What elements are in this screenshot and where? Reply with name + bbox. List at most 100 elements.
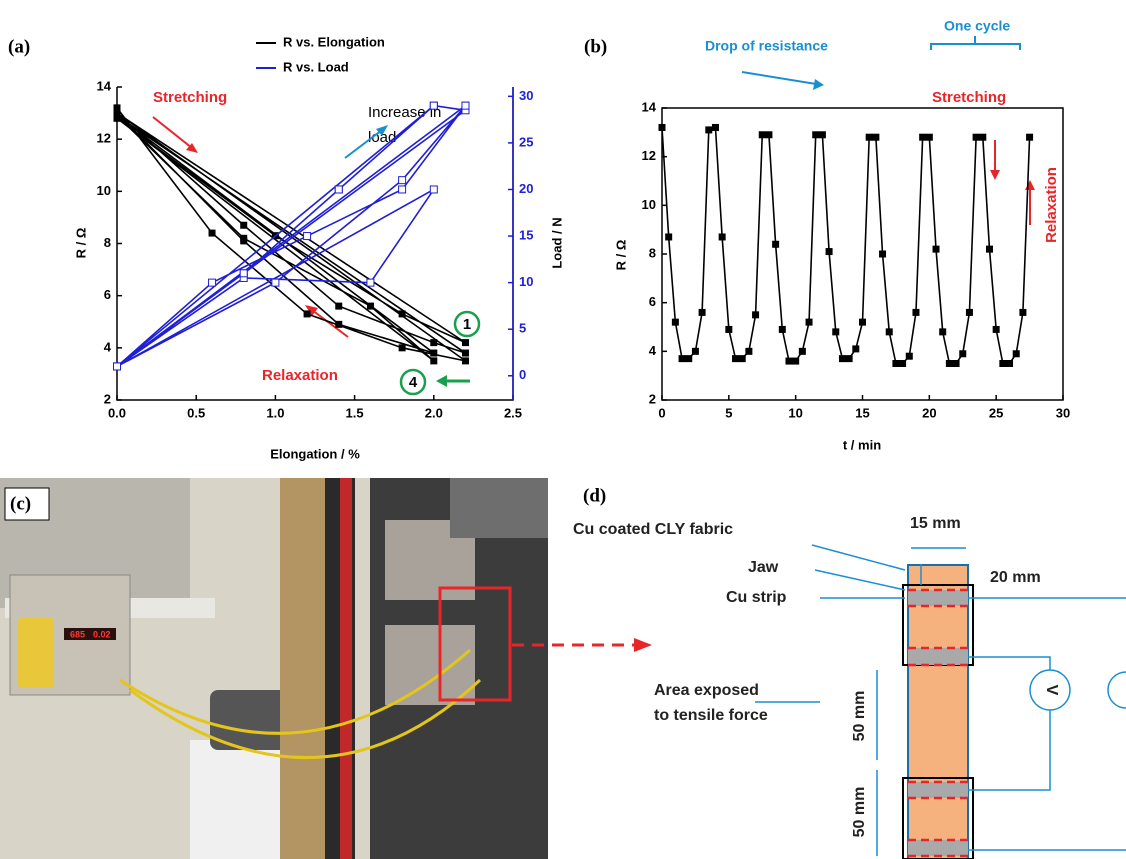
diagram-label: Area exposed	[654, 682, 759, 699]
y-tick-label: 4	[649, 343, 657, 358]
panel-label: (c)	[10, 493, 31, 514]
x-axis-label: Elongation / %	[270, 446, 360, 461]
y-tick-label: 8	[649, 245, 656, 260]
x-tick-label: 20	[922, 405, 936, 420]
panel-label: (b)	[584, 36, 607, 57]
y-tick-label: 14	[97, 78, 112, 93]
data-point	[805, 318, 813, 326]
annotation: Relaxation	[262, 367, 338, 384]
y-tick-label: 12	[97, 131, 111, 146]
data-point	[691, 347, 699, 355]
axis-frame	[661, 107, 1064, 401]
y2-tick-label: 20	[519, 181, 533, 196]
data-point	[852, 345, 860, 353]
data-point	[113, 112, 121, 120]
y2-tick-label: 10	[519, 274, 533, 289]
diagram	[755, 544, 1126, 859]
diagram-label: 50 mm	[851, 787, 868, 838]
diagram-label: 15 mm	[910, 515, 961, 532]
data-point	[678, 355, 686, 363]
arrow-head	[305, 305, 318, 316]
legend-label: R vs. Elongation	[283, 34, 385, 49]
data-point	[758, 131, 766, 139]
data-point	[859, 318, 866, 326]
series-line	[116, 104, 468, 368]
arrow	[311, 309, 349, 338]
y-tick-label: 10	[97, 183, 111, 198]
series-line	[661, 126, 1031, 365]
data-point	[705, 126, 713, 134]
y-tick-label: 10	[642, 197, 656, 212]
data-point	[845, 355, 853, 363]
data-point	[430, 357, 438, 365]
arrow-head	[1025, 180, 1035, 190]
x-tick-label: 1.5	[346, 405, 364, 420]
data-point	[785, 357, 793, 365]
diagram-label: Jaw	[748, 559, 779, 576]
arrow-head	[186, 143, 198, 153]
data-point	[461, 357, 469, 365]
arrow-head	[813, 79, 824, 90]
data-point	[838, 355, 846, 363]
data-point	[752, 311, 760, 319]
data-point	[812, 131, 820, 139]
data-point	[738, 355, 746, 363]
diagram-label: Cu strip	[726, 589, 787, 606]
data-point	[334, 185, 343, 194]
data-point	[965, 308, 973, 316]
y2-tick-label: 30	[519, 88, 533, 103]
marker-circle	[399, 368, 427, 396]
data-point	[698, 308, 706, 316]
data-point	[113, 104, 121, 112]
y-tick-label: 14	[642, 99, 657, 114]
data-point	[798, 347, 806, 355]
y2-tick-label: 5	[519, 321, 526, 336]
data-point	[832, 328, 840, 336]
data-point	[240, 221, 248, 229]
annotation: Increase in	[368, 104, 441, 121]
arrow-head	[436, 375, 447, 387]
y2-tick-label: 25	[519, 134, 533, 149]
data-point	[430, 349, 438, 357]
data-point	[992, 325, 1000, 333]
x-tick-label: 2.0	[425, 405, 443, 420]
data-point	[818, 131, 826, 139]
data-point	[732, 355, 740, 363]
data-point	[366, 278, 375, 287]
data-point	[945, 360, 953, 367]
y-tick-label: 6	[649, 294, 656, 309]
data-point	[671, 318, 679, 326]
annotation: Stretching	[932, 89, 1006, 106]
data-point	[271, 278, 280, 287]
data-point	[892, 360, 900, 367]
y-tick-label: 2	[649, 391, 656, 406]
data-point	[792, 357, 800, 365]
data-point	[335, 302, 343, 310]
arrow	[344, 129, 383, 159]
bracket	[930, 36, 1021, 50]
panel-label-box	[4, 487, 50, 521]
legend-label: R vs. Load	[283, 59, 349, 74]
diagram-label: 50 mm	[851, 691, 868, 742]
data-point	[208, 229, 216, 237]
data-point	[208, 278, 217, 287]
x-tick-label: 30	[1056, 405, 1070, 420]
y2-tick-label: 0	[519, 367, 526, 382]
data-point	[765, 131, 773, 139]
data-point	[335, 320, 343, 328]
data-point	[919, 133, 927, 141]
y-tick-label: 2	[104, 391, 111, 406]
data-point	[972, 133, 980, 141]
data-point	[979, 133, 987, 141]
data-point	[398, 185, 407, 194]
y2-tick-label: 15	[519, 227, 533, 242]
arrow	[741, 71, 817, 85]
data-point	[745, 347, 753, 355]
data-point	[932, 245, 940, 253]
annotation: 4	[409, 374, 418, 391]
x-tick-label: 10	[788, 405, 802, 420]
y-tick-label: 6	[104, 287, 111, 302]
annotation: One cycle	[944, 18, 1010, 34]
arrow-head	[990, 170, 1000, 180]
data-point	[718, 233, 726, 241]
